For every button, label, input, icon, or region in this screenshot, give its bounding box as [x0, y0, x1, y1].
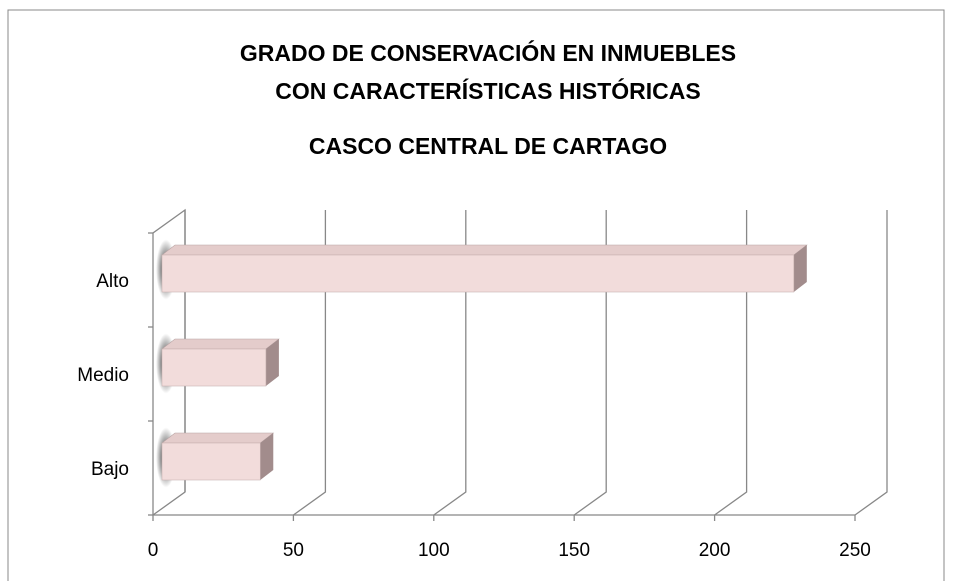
- grid-line: [152, 210, 186, 516]
- plot-area: 0 50 100 150 200 250 Alto Medio Bajo: [77, 208, 888, 561]
- grid-line: [433, 210, 467, 516]
- grid-line: [573, 210, 607, 516]
- chart-title: CON CARACTERÍSTICAS HISTÓRICAS: [275, 77, 701, 104]
- bar-end: [793, 245, 807, 292]
- bar-end: [265, 339, 279, 386]
- bar-top: [161, 432, 275, 444]
- bar-top: [161, 244, 808, 256]
- x-tick-label: 200: [699, 540, 731, 561]
- bar: [161, 442, 261, 481]
- chart-subtitle: CASCO CENTRAL DE CARTAGO: [309, 133, 667, 159]
- grid-line: [714, 210, 748, 516]
- x-tick-label: 150: [558, 540, 590, 561]
- chart-title: GRADO DE CONSERVACIÓN EN INMUEBLES: [240, 39, 736, 66]
- x-tick-label: 100: [418, 540, 450, 561]
- bar: [161, 254, 795, 293]
- grid-line: [293, 210, 327, 516]
- y-tick-label: Medio: [77, 365, 129, 386]
- x-tick-label: 50: [283, 540, 304, 561]
- x-tick-label: 250: [839, 540, 871, 561]
- bar-top: [161, 338, 280, 350]
- grid-line: [854, 210, 888, 516]
- y-tick-label: Bajo: [91, 459, 129, 480]
- bar-end: [260, 433, 274, 480]
- x-tick-label: 0: [148, 540, 159, 561]
- bar: [161, 348, 267, 387]
- y-tick-label: Alto: [96, 271, 129, 292]
